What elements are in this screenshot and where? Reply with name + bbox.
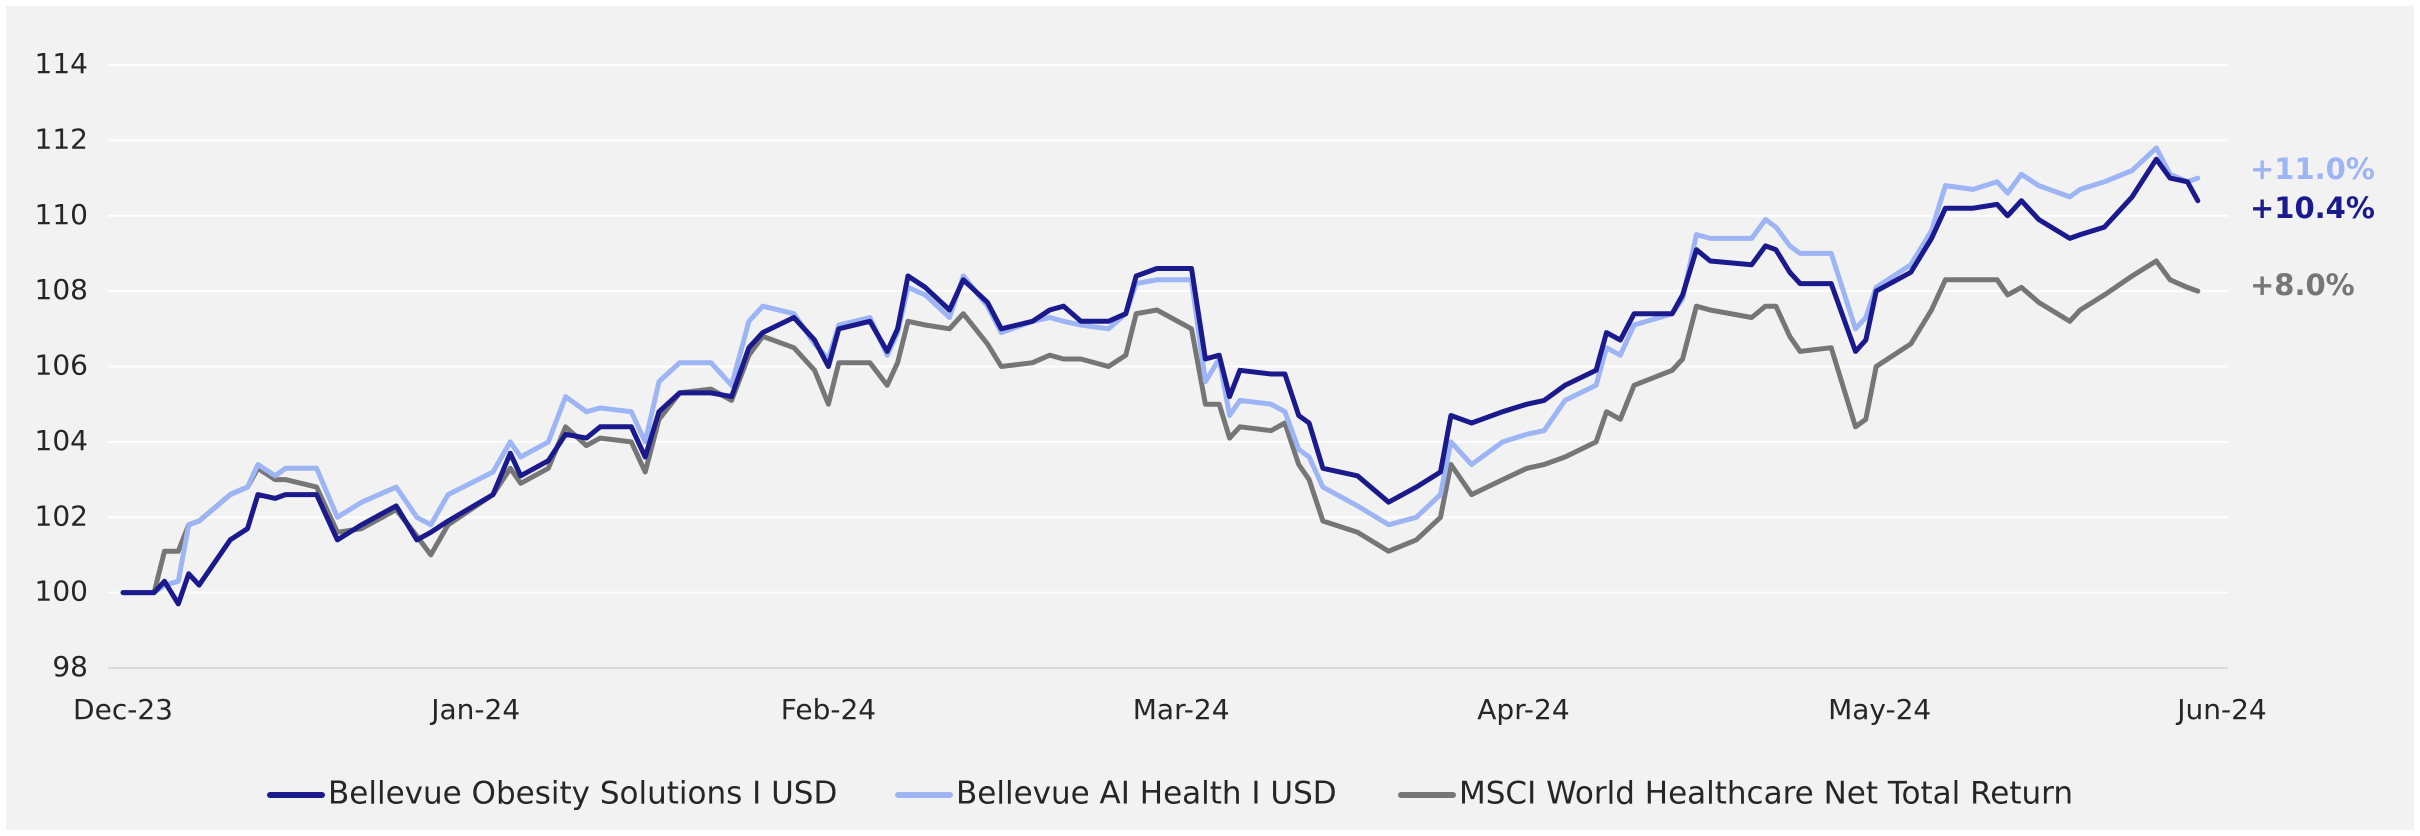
x-tick-label: May-24 xyxy=(1828,693,1931,726)
series-line xyxy=(120,145,2201,596)
y-tick-label: 100 xyxy=(35,575,88,608)
y-tick-label: 112 xyxy=(35,122,88,155)
x-tick-label: Apr-24 xyxy=(1477,693,1569,726)
legend-label: Bellevue Obesity Solutions I USD xyxy=(328,776,837,812)
end-label: +10.4% xyxy=(2250,191,2375,225)
y-tick-label: 106 xyxy=(35,349,88,382)
legend-label: MSCI World Healthcare Net Total Return xyxy=(1459,776,2073,812)
legend-label: Bellevue AI Health I USD xyxy=(956,776,1337,812)
x-tick-label: Dec-23 xyxy=(73,693,173,726)
end-label: +8.0% xyxy=(2250,268,2355,302)
chart-background xyxy=(6,6,2414,830)
y-tick-label: 102 xyxy=(35,499,88,532)
y-tick-label: 104 xyxy=(35,424,88,457)
x-tick-label: Jan-24 xyxy=(429,693,520,726)
y-tick-label: 98 xyxy=(52,650,88,683)
y-tick-label: 110 xyxy=(35,198,88,231)
end-label: +11.0% xyxy=(2250,152,2375,186)
series-line xyxy=(120,156,2201,607)
x-tick-label: Mar-24 xyxy=(1133,693,1230,726)
x-tick-label: Feb-24 xyxy=(781,693,876,726)
y-tick-label: 114 xyxy=(35,47,88,80)
y-tick-label: 108 xyxy=(35,273,88,306)
x-tick-label: Jun-24 xyxy=(2175,693,2266,726)
